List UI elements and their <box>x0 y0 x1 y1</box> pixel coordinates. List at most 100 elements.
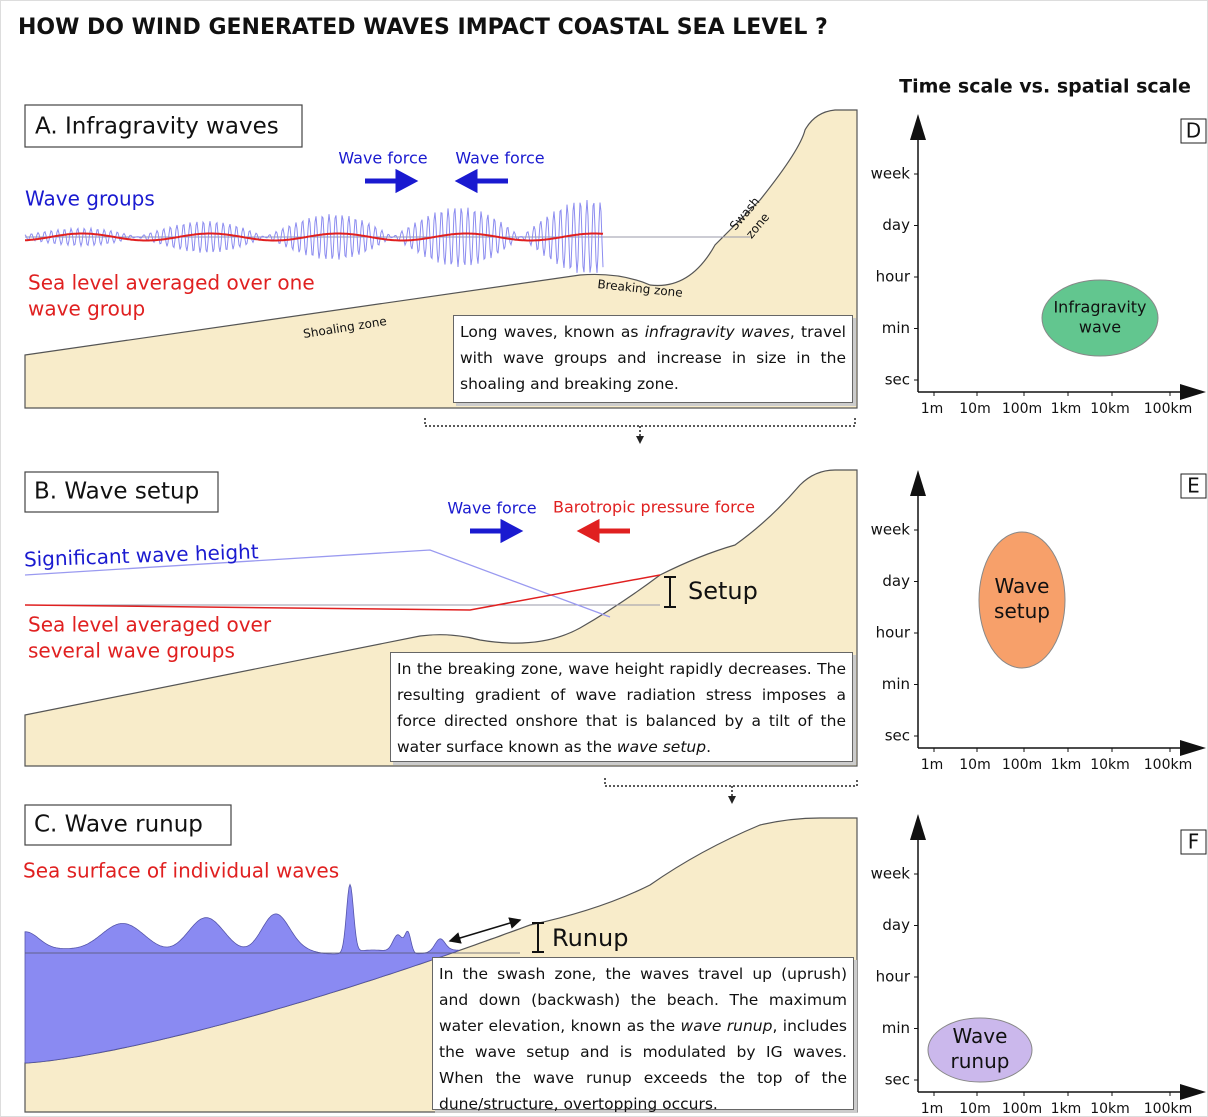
panel-label: A. Infragravity waves <box>35 114 279 140</box>
x-label: 100km <box>1144 757 1192 773</box>
x-label: 10km <box>1090 401 1130 417</box>
ellipse-label: setup <box>994 599 1050 623</box>
y-label: min <box>882 1019 910 1037</box>
y-label: hour <box>876 968 911 986</box>
marker-label: Runup <box>552 924 628 952</box>
letter: F <box>1188 830 1200 854</box>
x-label: 1km <box>1051 401 1082 417</box>
title: HOW DO WIND GENERATED WAVES IMPACT COAST… <box>18 15 828 40</box>
setup-bar <box>664 576 676 608</box>
description: In the swash zone, the waves travel up (… <box>432 957 854 1113</box>
text: , travel with wave groups and increase i… <box>460 323 846 393</box>
x-label: 1km <box>1051 757 1082 773</box>
y-label: day <box>882 572 910 590</box>
y-label: week <box>871 521 911 539</box>
wave-groups <box>24 199 604 273</box>
setup-line <box>24 574 661 611</box>
label-box <box>24 104 303 148</box>
marker-label: Setup <box>688 577 758 605</box>
text: infragravity waves <box>644 323 790 341</box>
blue-label: Significant wave height <box>24 539 260 571</box>
bracket <box>604 778 858 798</box>
y-label: hour <box>876 268 911 286</box>
arrow <box>910 814 926 840</box>
y-label: day <box>882 916 910 934</box>
water <box>24 883 460 1064</box>
text: In the breaking zone, wave height rapidl… <box>397 660 846 756</box>
letter: E <box>1187 474 1200 498</box>
arrow <box>470 518 524 544</box>
y-label: sec <box>885 371 910 389</box>
arrow <box>910 470 926 496</box>
y-label: hour <box>876 624 911 642</box>
description: Long waves, known as infragravity waves,… <box>453 315 853 403</box>
ellipse-label: runup <box>951 1049 1010 1073</box>
x-label: 10km <box>1090 757 1130 773</box>
arrow <box>576 518 630 544</box>
text: Long waves, known as <box>460 323 645 341</box>
letter: D <box>1186 119 1201 143</box>
arrow <box>365 168 419 194</box>
bracket <box>424 418 856 440</box>
panel-label: C. Wave runup <box>34 812 203 838</box>
x-label: 100m <box>1002 401 1042 417</box>
description: In the breaking zone, wave height rapidl… <box>390 652 853 762</box>
x-label: 1m <box>921 757 944 773</box>
ellipse-label: Infragravity <box>1053 298 1146 317</box>
y-label: sec <box>885 1071 910 1089</box>
red-label: wave group <box>28 297 145 321</box>
y-label: week <box>871 865 911 883</box>
ellipse-label: Wave <box>995 574 1050 598</box>
scale-ellipse <box>978 531 1066 669</box>
label-box <box>24 471 219 513</box>
scale-charts: week day hour min sec 1m 10m 100m 1km 10km 100km D I… <box>871 114 1207 1117</box>
blue-label: Wave groups <box>25 187 155 211</box>
arrow <box>910 114 926 140</box>
force-label: Barotropic pressure force <box>553 498 755 517</box>
runup-bar <box>532 922 544 953</box>
text: wave setup <box>616 738 707 756</box>
x-label: 10m <box>959 757 990 773</box>
x-label: 100m <box>1002 1101 1042 1117</box>
y-label: sec <box>885 727 910 745</box>
text: . <box>706 738 711 756</box>
y-label: min <box>882 675 910 693</box>
text: wave runup <box>680 1017 773 1035</box>
y-label: day <box>882 216 910 234</box>
letter-box <box>1180 118 1207 144</box>
arrow <box>728 796 736 804</box>
swash-arrow <box>448 917 522 944</box>
ellipse-label: Wave <box>953 1024 1008 1048</box>
arrow <box>1180 1084 1206 1100</box>
y-label: min <box>882 319 910 337</box>
arrow <box>454 168 508 194</box>
force-label: Wave force <box>455 149 544 168</box>
letter-box <box>1180 829 1207 855</box>
ellipse-label: wave <box>1079 318 1121 337</box>
red-label: Sea level averaged over <box>28 613 272 637</box>
x-label: 100km <box>1144 401 1192 417</box>
text: , includes the wave setup and is modulat… <box>439 1017 848 1113</box>
red-label: Sea surface of individual waves <box>23 859 339 883</box>
red-label: several wave groups <box>28 639 235 663</box>
letter-box <box>1180 473 1207 499</box>
x-label: 1km <box>1051 1101 1082 1117</box>
arrow <box>636 436 644 444</box>
x-label: 10m <box>959 1101 990 1117</box>
panel-label: B. Wave setup <box>34 479 199 505</box>
text: In the swash zone, the waves travel up (… <box>439 965 847 1035</box>
x-label: 100m <box>1002 757 1042 773</box>
x-label: 1m <box>921 401 944 417</box>
scale-title: Time scale vs. spatial scale <box>899 76 1191 98</box>
red-label: Sea level averaged over one <box>28 271 315 295</box>
scale-ellipse <box>927 1017 1033 1083</box>
x-label: 10m <box>959 401 990 417</box>
x-label: 10km <box>1090 1101 1130 1117</box>
x-label: 100km <box>1144 1101 1192 1117</box>
scale-ellipse <box>1041 279 1159 357</box>
arrow <box>1180 384 1206 400</box>
arrow <box>1180 740 1206 756</box>
force-label: Wave force <box>447 499 536 518</box>
